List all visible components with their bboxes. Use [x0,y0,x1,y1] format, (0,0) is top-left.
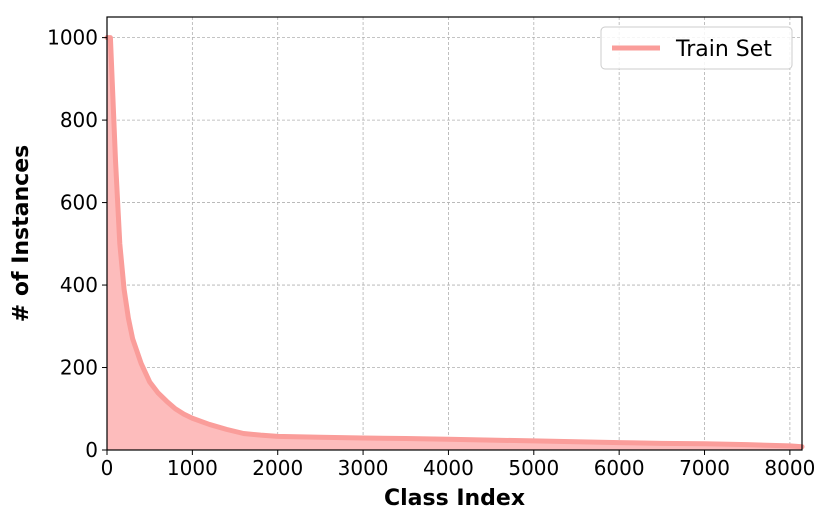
x-tick-label: 7000 [679,456,730,480]
train-set-line [104,35,805,450]
x-tick-label: 1000 [167,456,218,480]
train-set-area [107,37,802,451]
legend: Train Set [600,26,793,70]
x-tick-label: 3000 [338,456,389,480]
x-tick-label: 5000 [508,456,559,480]
y-tick-label: 1000 [47,26,98,50]
y-axis-label: # of Instances [9,145,34,322]
x-tick-label: 6000 [594,456,645,480]
legend-label-train-set: Train Set [675,37,772,62]
legend-box [600,26,793,70]
grid [106,17,802,451]
y-tick-label: 200 [60,356,98,380]
x-tick-label: 8000 [764,456,815,480]
x-axis-label: Class Index [384,486,525,511]
plot-frame [106,16,803,451]
y-tick-label: 800 [60,108,98,132]
y-tick-label: 400 [60,273,98,297]
x-tick-label: 0 [101,456,114,480]
x-tick-label: 4000 [423,456,474,480]
y-tick-label: 600 [60,191,98,215]
ticks [102,37,791,455]
x-tick-label: 2000 [252,456,303,480]
tick-labels: 0 1000 2000 3000 4000 5000 6000 7000 8000 0 200 400… [47,26,815,480]
y-tick-label: 0 [85,438,98,462]
